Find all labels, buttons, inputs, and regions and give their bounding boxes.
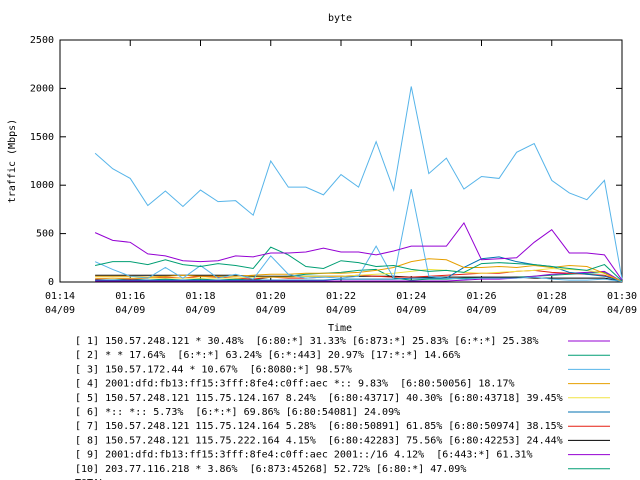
y-axis-label: traffic (Mbps) bbox=[7, 119, 18, 203]
y-tick-label: 0 bbox=[48, 277, 54, 288]
x-tick-sublabel: 04/09 bbox=[326, 305, 356, 316]
x-tick-label: 01:26 bbox=[466, 291, 496, 302]
legend-label: [ 2] * * 17.64% [6:*:*] 63.24% [6:*:443]… bbox=[75, 350, 460, 361]
x-tick-sublabel: 04/09 bbox=[256, 305, 286, 316]
series-line bbox=[95, 270, 623, 282]
series-line bbox=[94, 221, 623, 281]
legend-label: [ 6] *:: *:: 5.73% [6:*:*] 69.86% [6:80:… bbox=[75, 407, 400, 418]
x-tick-sublabel: 04/09 bbox=[185, 305, 215, 316]
x-tick-label: 01:20 bbox=[256, 291, 286, 302]
x-tick-label: 01:28 bbox=[537, 291, 567, 302]
legend-label: [ 3] 150.57.172.44 * 10.67% [6:8080:*] 9… bbox=[75, 364, 352, 375]
x-tick-sublabel: 04/09 bbox=[607, 305, 637, 316]
legend-label: [ 5] 150.57.248.121 115.75.124.167 8.24%… bbox=[75, 393, 563, 404]
legend-label: [ 8] 150.57.248.121 115.75.222.164 4.15%… bbox=[75, 435, 563, 446]
x-tick-sublabel: 04/09 bbox=[115, 305, 145, 316]
legend-label: TOTAL bbox=[75, 478, 105, 480]
series-line bbox=[94, 188, 623, 283]
x-tick-sublabel: 04/09 bbox=[45, 305, 75, 316]
legend-label: [ 1] 150.57.248.121 * 30.48% [6:80:*] 31… bbox=[75, 336, 539, 347]
y-tick-label: 500 bbox=[36, 229, 54, 240]
x-tick-label: 01:16 bbox=[115, 291, 145, 302]
series-line bbox=[95, 246, 623, 282]
x-tick-label: 01:30 bbox=[607, 291, 637, 302]
plot-frame bbox=[59, 39, 623, 283]
legend-label: [10] 203.77.116.218 * 3.86% [6:873:45268… bbox=[75, 464, 466, 475]
legend-label: [ 4] 2001:dfd:fb13:ff15:3fff:8fe4:c0ff:a… bbox=[75, 379, 515, 390]
x-tick-label: 01:18 bbox=[185, 291, 215, 302]
x-tick-label: 01:22 bbox=[326, 291, 356, 302]
y-tick-label: 1500 bbox=[30, 132, 54, 143]
y-tick-label: 2000 bbox=[30, 83, 54, 94]
x-tick-sublabel: 04/09 bbox=[537, 305, 567, 316]
y-tick-label: 2500 bbox=[30, 35, 54, 46]
x-tick-label: 01:24 bbox=[396, 291, 426, 302]
x-axis-label: Time bbox=[328, 323, 352, 334]
series-line bbox=[94, 86, 623, 280]
chart-title: byte bbox=[328, 13, 352, 24]
x-tick-sublabel: 04/09 bbox=[466, 305, 496, 316]
y-tick-label: 1000 bbox=[30, 180, 54, 191]
legend-label: [ 9] 2001:dfd:fb13:ff15:3fff:8fe4:c0ff:a… bbox=[75, 450, 533, 461]
legend-label: [ 7] 150.57.248.121 115.75.124.164 5.28%… bbox=[75, 421, 563, 432]
x-tick-sublabel: 04/09 bbox=[396, 305, 426, 316]
x-tick-label: 01:14 bbox=[45, 291, 75, 302]
series-line bbox=[95, 258, 623, 282]
